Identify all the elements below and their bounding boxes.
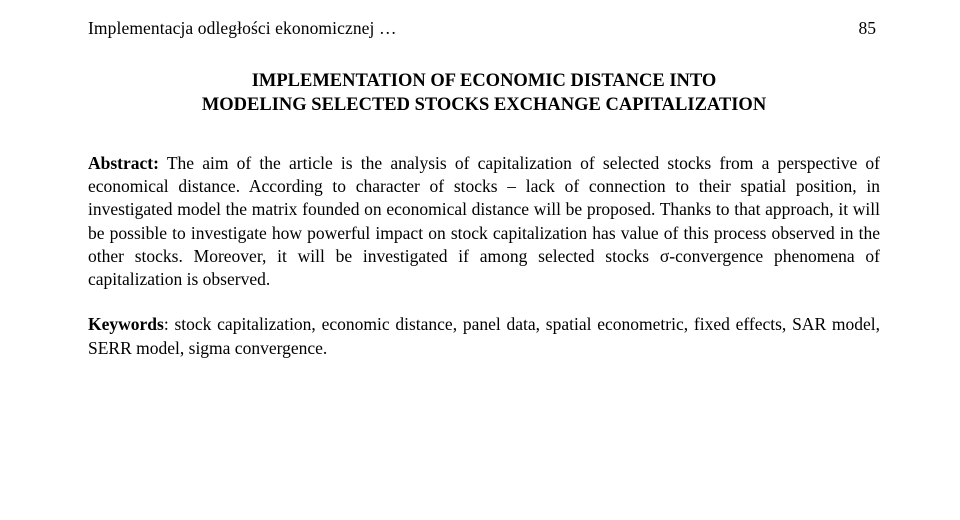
running-head-left: Implementacja odległości ekonomicznej … <box>88 18 397 39</box>
abstract-text: The aim of the article is the analysis o… <box>88 153 880 289</box>
title-line-1: IMPLEMENTATION OF ECONOMIC DISTANCE INTO <box>252 71 717 91</box>
abstract-paragraph: Abstract: The aim of the article is the … <box>88 152 880 292</box>
keywords-paragraph: Keywords: stock capitalization, economic… <box>88 313 880 360</box>
title-line-2: MODELING SELECTED STOCKS EXCHANGE CAPITA… <box>202 95 766 115</box>
paper-title: IMPLEMENTATION OF ECONOMIC DISTANCE INTO… <box>164 69 804 118</box>
running-head: Implementacja odległości ekonomicznej … … <box>88 18 880 39</box>
page: Implementacja odległości ekonomicznej … … <box>0 0 960 360</box>
keywords-text: : stock capitalization, economic distanc… <box>88 314 880 357</box>
keywords-label: Keywords <box>88 314 164 334</box>
page-number: 85 <box>859 18 881 39</box>
abstract-label: Abstract: <box>88 153 159 173</box>
